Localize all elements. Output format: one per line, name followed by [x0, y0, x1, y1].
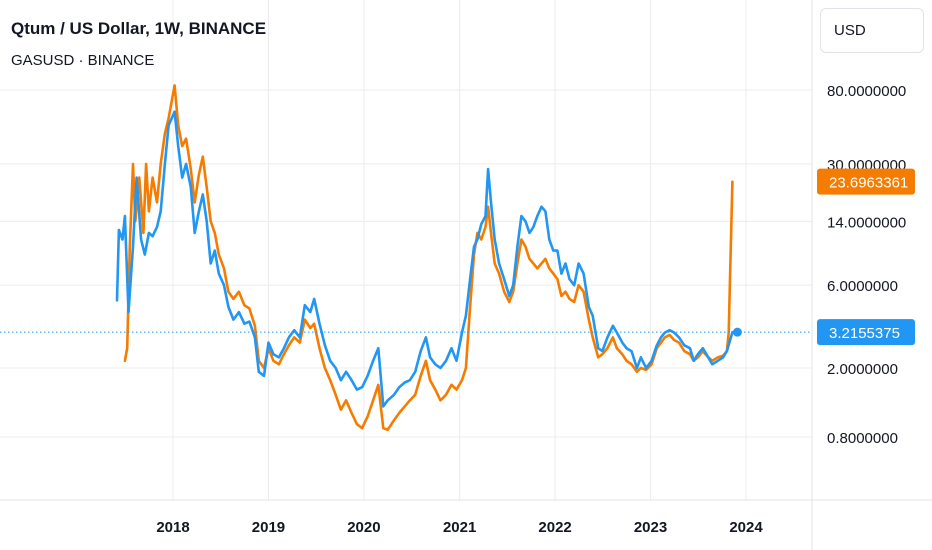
x-axis-ticks: 2018 2019 2020 2021 2022 2023 2024	[156, 519, 763, 536]
y-tick-label: 14.0000000	[827, 214, 906, 231]
series-line-gas	[123, 84, 734, 432]
y-tick-label: 6.0000000	[827, 278, 898, 295]
y-axis-ticks: 80.000000030.000000014.00000006.00000002…	[827, 83, 906, 447]
y-tick-label: 0.8000000	[827, 430, 898, 447]
last-value-label-qtum: 3.2155375	[829, 325, 900, 342]
last-value-badge-gas	[817, 168, 915, 195]
series-line-qtum	[115, 110, 734, 408]
last-value-badges: 3.2155375 23.6963361	[817, 168, 915, 346]
chart-subtitle: GASUSD · BINANCE	[11, 52, 155, 69]
chart-title: Qtum / US Dollar, 1W, BINANCE	[11, 19, 267, 38]
y-tick-label: 80.0000000	[827, 83, 906, 100]
y-tick-label: 2.0000000	[827, 361, 898, 378]
last-value-label-gas: 23.6963361	[829, 175, 908, 192]
x-tick-label: 2020	[347, 519, 380, 536]
x-tick-label: 2022	[538, 519, 571, 536]
x-tick-label: 2019	[252, 519, 285, 536]
series-lines	[0, 84, 812, 432]
x-tick-label: 2023	[634, 519, 667, 536]
x-tick-label: 2018	[156, 519, 189, 536]
last-price-dot	[732, 327, 742, 337]
currency-button[interactable]: USD	[820, 8, 924, 53]
x-tick-label: 2024	[729, 519, 763, 536]
x-tick-label: 2021	[443, 519, 476, 536]
grid-lines	[0, 0, 812, 500]
last-value-badge-qtum	[817, 319, 915, 346]
